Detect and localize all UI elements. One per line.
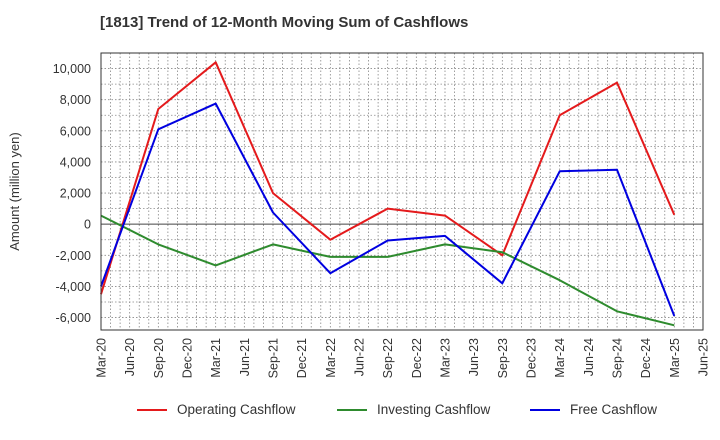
x-tick-label: Jun-22 [353, 338, 367, 376]
legend: Operating Cashflow Investing Cashflow Free… [0, 402, 720, 428]
legend-swatch [337, 408, 367, 411]
y-axis-label: Amount (million yen) [7, 132, 22, 251]
x-tick-label: Sep-22 [381, 338, 395, 378]
legend-swatch [137, 408, 167, 411]
y-tick-label: 0 [84, 218, 91, 232]
y-tick-label: -4,000 [56, 280, 91, 294]
plot-background [101, 53, 703, 330]
plot-frame [100, 52, 704, 331]
y-tick-label: 6,000 [60, 124, 91, 138]
legend-swatch [530, 408, 560, 411]
x-tick-label: Sep-24 [611, 338, 625, 378]
y-tick-label: 8,000 [60, 93, 91, 107]
legend-item: Free Cashflow [530, 402, 657, 417]
y-tick-labels: -6,000 -4,000 -2,000 0 2,000 4,000 6,000 8,000 1… [53, 62, 91, 325]
legend-label: Operating Cashflow [177, 402, 296, 417]
x-tick-label: Mar-22 [324, 338, 338, 378]
x-tick-label: Dec-24 [639, 338, 653, 378]
legend-label: Free Cashflow [570, 402, 658, 417]
x-tick-label: Jun-20 [123, 338, 137, 376]
y-tick-label: 4,000 [60, 155, 91, 169]
x-tick-labels: Mar-20 Jun-20 Sep-20 Dec-20 Mar-21 Jun-21 Sep-… [95, 338, 711, 378]
x-tick-label: Jun-24 [582, 338, 596, 376]
x-tick-label: Mar-25 [668, 338, 682, 378]
x-tick-label: Dec-20 [181, 338, 195, 378]
series-line-2 [100, 214, 675, 327]
x-tick-label: Mar-20 [95, 338, 109, 378]
x-tick-label: Mar-24 [553, 338, 567, 378]
series-layer [100, 61, 676, 327]
x-tick-label: Dec-23 [525, 338, 539, 378]
y-tick-label: -2,000 [56, 249, 91, 263]
x-tick-label: Dec-22 [410, 338, 424, 378]
legend-item: Operating Cashflow [137, 402, 296, 417]
y-tick-label: 2,000 [60, 187, 91, 201]
x-tick-label: Dec-21 [295, 338, 309, 378]
y-tick-label: 10,000 [53, 62, 91, 76]
legend-label: Investing Cashflow [377, 402, 491, 417]
x-tick-label: Sep-20 [152, 338, 166, 378]
series-line-1 [100, 61, 676, 295]
x-tick-label: Mar-23 [439, 338, 453, 378]
x-tick-label: Sep-21 [267, 338, 281, 378]
chart-title: [1813] Trend of 12-Month Moving Sum of C… [100, 14, 469, 31]
x-tick-label: Jun-25 [697, 338, 711, 376]
legend-item: Investing Cashflow [337, 402, 490, 417]
x-tick-label: Jun-21 [238, 338, 252, 376]
x-tick-label: Jun-23 [467, 338, 481, 376]
x-tick-label: Sep-23 [496, 338, 510, 378]
series-line-3 [100, 102, 676, 317]
x-tick-label: Mar-21 [209, 338, 223, 378]
y-tick-label: -6,000 [56, 311, 91, 325]
